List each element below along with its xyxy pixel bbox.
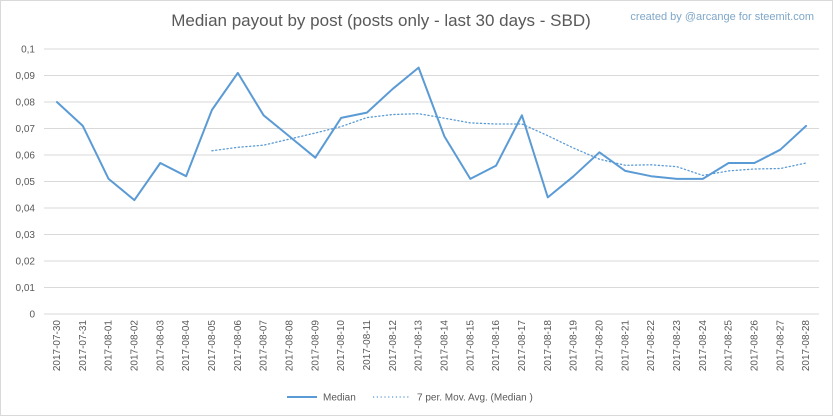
x-tick-label: 2017-08-23: [672, 320, 683, 372]
y-tick-label: 0,1: [21, 45, 35, 56]
y-tick-label: 0,08: [16, 98, 36, 109]
y-tick-label: 0,02: [16, 257, 36, 268]
y-tick-label: 0: [29, 310, 35, 321]
credit-text: created by @arcange for steemit.com: [630, 11, 814, 23]
x-tick-label: 2017-08-08: [284, 320, 295, 372]
y-tick-label: 0,06: [16, 151, 36, 162]
x-tick-label: 2017-08-13: [414, 320, 425, 372]
x-tick-label: 2017-08-07: [259, 320, 270, 372]
x-tick-label: 2017-08-16: [491, 320, 502, 372]
x-tick-label: 2017-08-21: [620, 320, 631, 372]
x-tick-label: 2017-08-14: [439, 320, 450, 372]
y-tick-label: 0,07: [16, 124, 36, 135]
legend-moving-average-label: 7 per. Mov. Avg. (Median ): [417, 393, 533, 404]
x-tick-label: 2017-08-26: [749, 320, 760, 372]
x-tick-label: 2017-08-22: [646, 320, 657, 372]
x-tick-label: 2017-08-03: [155, 320, 166, 372]
x-tick-label: 2017-08-20: [594, 320, 605, 372]
x-tick-label: 2017-08-11: [362, 320, 373, 371]
x-tick-label: 2017-08-27: [775, 320, 786, 372]
x-tick-label: 2017-08-17: [517, 320, 528, 372]
x-tick-label: 2017-08-01: [104, 320, 115, 372]
x-tick-label: 2017-08-24: [698, 320, 709, 372]
legend-median-label: Median: [323, 393, 356, 404]
x-tick-label: 2017-08-12: [388, 320, 399, 372]
x-tick-label: 2017-08-15: [465, 320, 476, 372]
chart-title: Median payout by post (posts only - last…: [171, 11, 591, 30]
x-tick-label: 2017-08-02: [129, 320, 140, 372]
x-tick-label: 2017-07-31: [78, 320, 89, 372]
x-tick-label: 2017-07-30: [52, 320, 63, 372]
median-series-line: [55, 66, 808, 202]
x-tick-label: 2017-08-10: [336, 320, 347, 372]
x-tick-label: 2017-08-06: [233, 320, 244, 372]
x-tick-label: 2017-08-19: [569, 320, 580, 372]
moving-average-line: [211, 113, 807, 177]
x-tick-label: 2017-08-09: [310, 320, 321, 372]
x-tick-label: 2017-08-05: [207, 320, 218, 372]
y-tick-label: 0,09: [16, 71, 36, 82]
y-tick-label: 0,03: [16, 230, 36, 241]
x-tick-label: 2017-08-04: [181, 320, 192, 372]
y-tick-label: 0,01: [16, 283, 36, 294]
y-tick-label: 0,05: [16, 177, 36, 188]
x-tick-label: 2017-08-25: [724, 320, 735, 372]
x-tick-label: 2017-08-18: [543, 320, 554, 372]
x-tick-label: 2017-08-28: [801, 320, 812, 372]
y-tick-label: 0,04: [16, 204, 36, 215]
